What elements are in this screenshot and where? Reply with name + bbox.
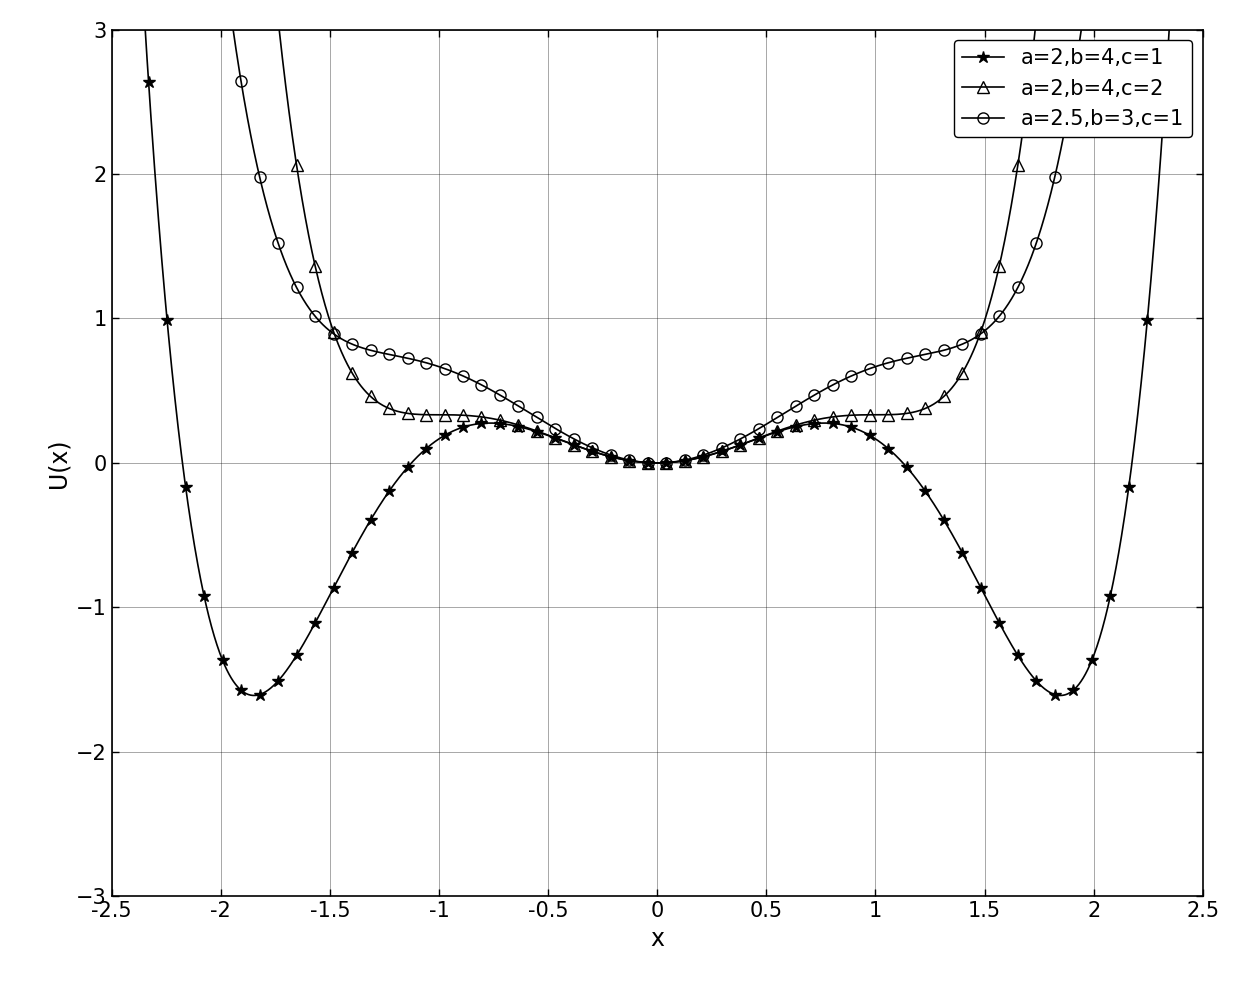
Y-axis label: U(x): U(x) (46, 438, 71, 488)
X-axis label: x: x (650, 927, 665, 951)
Legend: a=2,b=4,c=1, a=2,b=4,c=2, a=2.5,b=3,c=1: a=2,b=4,c=1, a=2,b=4,c=2, a=2.5,b=3,c=1 (954, 40, 1193, 138)
